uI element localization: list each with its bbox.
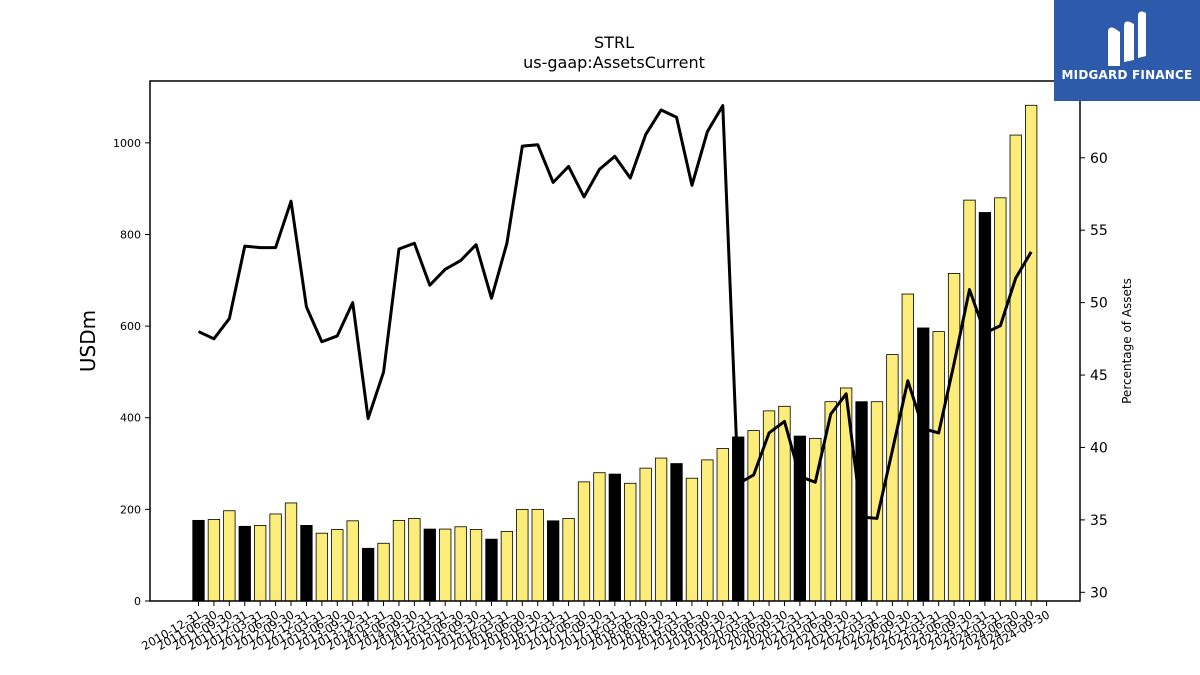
y-tick-label: 400 — [120, 412, 141, 425]
y2-tick-label: 50 — [1090, 296, 1108, 312]
percentage-line — [197, 104, 1033, 520]
bar-2018-12-31 — [685, 477, 699, 602]
bar-2014-09-30 — [423, 528, 436, 602]
bar-2016-12-31 — [562, 518, 575, 602]
bar-2019-12-31 — [747, 430, 760, 602]
bar-2016-03-31 — [516, 508, 529, 602]
bar-2023-06-30 — [963, 199, 976, 602]
bar-2019-06-30 — [716, 448, 729, 602]
logo-mark-icon — [1108, 11, 1146, 66]
bar-2024-06-30 — [1025, 104, 1038, 602]
bar-2022-06-30 — [901, 293, 914, 602]
bar-2012-03-31 — [269, 513, 282, 602]
bar-2024-03-31 — [1009, 134, 1022, 602]
bar-2013-12-31 — [377, 542, 390, 602]
logo-text: MIDGARD FINANCE — [1061, 68, 1193, 82]
bar-2013-06-30 — [346, 520, 359, 602]
bar-2023-09-30 — [978, 212, 992, 602]
bar-2022-03-31 — [886, 354, 899, 602]
chart-subtitle: us-gaap:AssetsCurrent — [523, 53, 705, 72]
bar-2014-03-31 — [392, 519, 406, 602]
y-axis-label: USDm — [76, 310, 100, 372]
bar-2011-09-30 — [238, 525, 251, 602]
bar-2023-03-31 — [947, 273, 961, 602]
y2-tick-label: 40 — [1090, 440, 1108, 456]
bar-2019-03-31 — [701, 459, 714, 602]
y2-axis-label: Percentage of Assets — [1120, 278, 1134, 404]
bar-2016-09-30 — [547, 520, 560, 602]
bar-2011-06-30 — [223, 510, 236, 602]
y-tick-label: 800 — [120, 228, 141, 241]
y2-tick-label: 30 — [1090, 585, 1108, 601]
bar-2015-09-30 — [485, 538, 498, 602]
bar-2016-06-30 — [531, 508, 544, 602]
bar-2022-09-30 — [917, 327, 930, 602]
bar-2012-09-30 — [300, 525, 313, 602]
bar-2012-06-30 — [284, 502, 298, 602]
y-tick-label: 0 — [134, 595, 141, 608]
y2-tick-label: 60 — [1090, 151, 1108, 167]
chart-title: STRL — [594, 33, 634, 52]
bar-2013-03-31 — [331, 529, 344, 602]
y-tick-label: 600 — [120, 320, 141, 333]
bar-2010-12-31 — [192, 519, 205, 602]
y2-tick-label: 45 — [1090, 368, 1108, 384]
bar-2015-06-30 — [469, 529, 483, 602]
y-tick-label: 1000 — [113, 137, 141, 150]
bar-2011-03-31 — [207, 519, 221, 602]
bar-2012-12-31 — [315, 532, 329, 602]
bar-2018-03-31 — [639, 467, 652, 602]
bar-2017-03-31 — [577, 481, 591, 602]
bar-2020-03-31 — [762, 410, 776, 602]
bar-2014-06-30 — [408, 518, 421, 602]
bar-2015-12-31 — [500, 530, 514, 602]
brand-logo: MIDGARD FINANCE — [1054, 0, 1200, 101]
bar-2018-09-30 — [670, 463, 683, 602]
bar-2018-06-30 — [654, 457, 668, 602]
bar-2023-12-31 — [994, 197, 1007, 602]
y2-tick-label: 35 — [1090, 513, 1108, 529]
bar-2017-06-30 — [593, 472, 606, 602]
bar-2011-12-31 — [254, 525, 267, 602]
bar-2022-12-31 — [932, 331, 945, 602]
y-tick-label: 200 — [120, 503, 141, 516]
bar-2021-09-30 — [855, 401, 868, 602]
bar-2015-03-31 — [454, 526, 467, 602]
bar-2014-12-31 — [439, 528, 452, 602]
bar-2017-12-31 — [624, 482, 637, 602]
bar-2017-09-30 — [608, 473, 621, 602]
bar-2013-09-30 — [361, 547, 375, 602]
y2-tick-label: 55 — [1090, 223, 1108, 239]
